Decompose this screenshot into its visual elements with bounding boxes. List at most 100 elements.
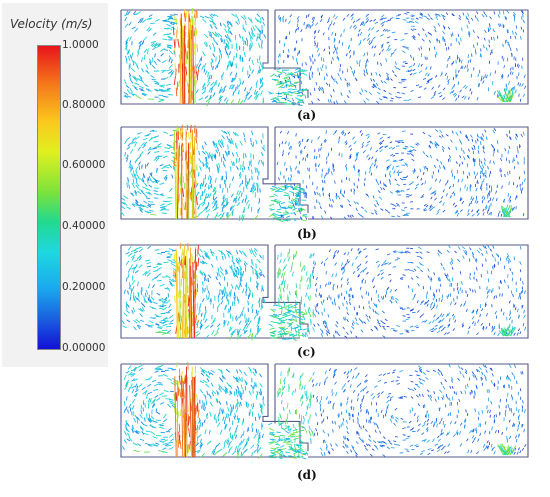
velocity-vector [194,417,197,424]
velocity-vector [442,394,445,399]
velocity-vector [153,443,158,447]
velocity-vector [305,216,308,220]
velocity-vector [138,308,143,312]
velocity-vector [137,443,142,447]
velocity-vector [141,67,144,73]
velocity-vector [150,431,156,435]
velocity-vector [502,10,505,15]
velocity-vector [202,260,208,265]
velocity-vector [199,444,203,449]
velocity-vector [434,13,438,18]
velocity-vector [211,449,215,455]
velocity-vector [314,35,316,40]
velocity-vector [385,72,389,76]
plume-streak [188,14,191,105]
velocity-vector [280,272,284,278]
velocity-vector [318,86,322,90]
velocity-vector [483,44,485,49]
velocity-vector [524,409,526,414]
velocity-vector [300,372,304,378]
velocity-vector [372,285,376,289]
velocity-vector [240,15,245,20]
velocity-vector [382,133,387,135]
velocity-vector [504,413,507,417]
velocity-vector [324,320,328,324]
velocity-vector [254,185,257,191]
velocity-vector [202,51,206,57]
panel-label-c: (c) [297,345,316,359]
velocity-vector [323,138,327,143]
velocity-vector [373,204,377,208]
velocity-vector [406,69,410,73]
velocity-vector [481,200,484,204]
velocity-vector [471,316,475,320]
velocity-vector [231,284,234,289]
velocity-vector [332,255,335,259]
velocity-vector [210,299,213,305]
velocity-vector [205,156,207,162]
velocity-vector [331,273,334,278]
velocity-vector [380,34,384,37]
velocity-vector [346,300,348,305]
plume-streak [175,248,178,339]
velocity-vector [245,199,250,205]
velocity-vector [224,304,228,310]
velocity-vector [215,56,217,62]
velocity-vector [257,413,260,419]
velocity-vector [474,322,476,326]
velocity-vector [499,23,502,27]
velocity-vector [327,314,330,318]
velocity-vector [389,289,393,293]
velocity-vector [412,35,416,38]
velocity-vector [382,28,386,32]
velocity-vector [461,200,465,204]
velocity-vector [451,13,455,17]
velocity-vector [218,387,222,393]
velocity-vector [245,37,249,42]
legend-tick-0-4: 0.40000 [62,220,106,232]
velocity-vector [460,147,463,152]
velocity-vector [217,267,220,273]
velocity-vector [207,393,212,398]
velocity-vector [226,212,228,217]
velocity-vector [257,69,260,75]
velocity-vector [255,167,257,173]
velocity-vector [487,165,489,170]
velocity-vector [512,30,514,35]
velocity-vector [288,248,291,254]
velocity-vector [442,17,446,21]
velocity-vector [146,26,151,32]
velocity-vector [148,320,154,324]
velocity-vector [282,287,285,293]
velocity-vector [440,161,443,165]
velocity-vector [475,187,478,192]
velocity-vector [162,413,167,419]
velocity-vector [448,185,451,190]
velocity-vector [154,18,160,22]
velocity-vector [142,407,145,412]
velocity-vector [227,52,230,59]
velocity-vector [297,314,304,318]
velocity-vector [143,295,146,301]
velocity-vector [402,308,406,310]
velocity-vector [328,451,331,455]
velocity-vector [316,399,318,403]
velocity-vector [313,30,316,34]
velocity-vector [491,50,493,54]
velocity-vector [390,153,394,157]
velocity-vector [481,133,484,137]
velocity-vector [205,98,212,102]
velocity-vector [245,323,250,329]
velocity-vector [307,326,310,332]
velocity-vector [351,214,354,218]
velocity-vector [151,399,155,405]
velocity-vector [165,443,170,447]
velocity-vector [501,75,504,79]
velocity-vector [153,383,159,387]
velocity-vector [257,42,261,49]
velocity-vector [442,30,445,35]
velocity-vector [137,324,142,328]
velocity-vector [292,318,298,323]
velocity-vector [229,31,233,35]
velocity-vector [394,65,398,69]
